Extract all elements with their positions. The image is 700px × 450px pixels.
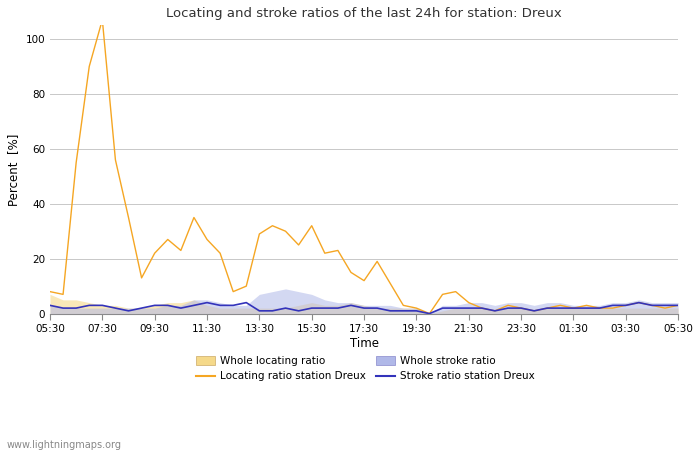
Legend: Whole locating ratio, Locating ratio station Dreux, Whole stroke ratio, Stroke r: Whole locating ratio, Locating ratio sta… [196, 356, 535, 382]
Title: Locating and stroke ratios of the last 24h for station: Dreux: Locating and stroke ratios of the last 2… [166, 7, 562, 20]
Text: www.lightningmaps.org: www.lightningmaps.org [7, 440, 122, 450]
X-axis label: Time: Time [349, 337, 379, 350]
Y-axis label: Percent  [%]: Percent [%] [7, 133, 20, 206]
